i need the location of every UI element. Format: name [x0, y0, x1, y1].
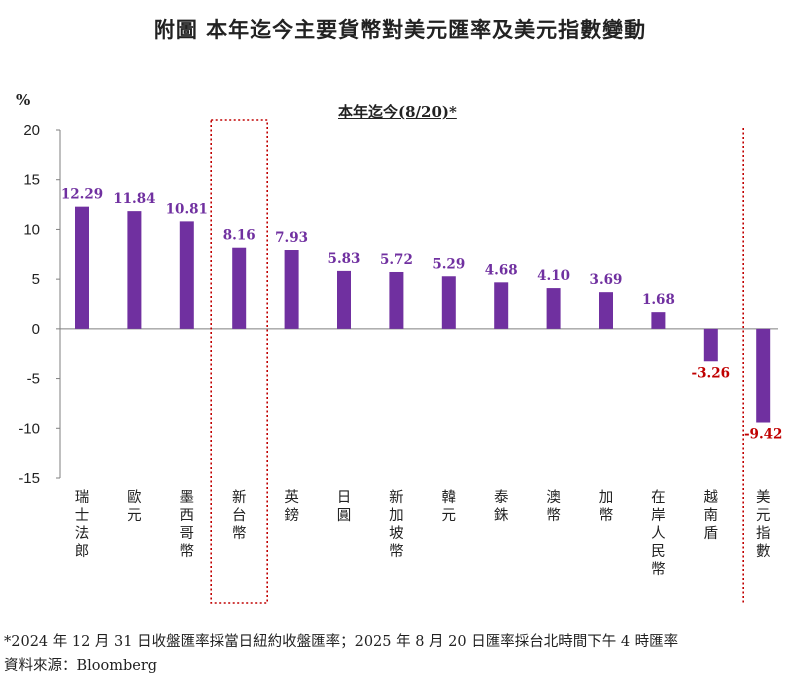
- y-tick-label: -10: [18, 420, 40, 437]
- bar-value-label: 7.93: [275, 230, 308, 246]
- y-tick-label: 15: [23, 172, 40, 189]
- bar: [284, 250, 299, 329]
- category-label: 英鎊: [284, 488, 299, 524]
- bar: [756, 328, 771, 423]
- category-label: 日圓: [337, 490, 352, 524]
- bar-value-label: -3.26: [692, 365, 730, 381]
- bar-value-label: 11.84: [113, 191, 155, 207]
- y-tick-label: -15: [18, 470, 40, 487]
- category-label: 新台幣: [232, 489, 247, 542]
- bar: [494, 282, 509, 329]
- bar-value-label: 5.29: [432, 256, 465, 272]
- category-label: 墨西哥幣: [180, 490, 195, 560]
- category-label: 韓元: [442, 489, 457, 524]
- bar-value-label: 5.72: [380, 252, 413, 268]
- bar: [337, 270, 351, 329]
- y-tick-label: 5: [32, 271, 40, 288]
- y-tick-label: 0: [32, 321, 40, 338]
- bar-value-label: 10.81: [166, 201, 208, 217]
- bar: [651, 312, 666, 329]
- bar-value-label: 1.68: [642, 292, 675, 308]
- category-label: 美元指數: [756, 489, 771, 560]
- bar-value-label: 8.16: [223, 228, 256, 244]
- chart-title: 附圖 本年迄今主要貨幣對美元匯率及美元指數變動: [153, 17, 647, 42]
- y-axis-unit: %: [16, 91, 31, 109]
- bar-value-label: 4.10: [537, 268, 570, 284]
- bar: [75, 206, 89, 329]
- chart-subtitle: 本年迄今(8/20)*: [338, 103, 457, 121]
- y-tick-label: 10: [23, 221, 40, 238]
- bar: [232, 247, 247, 329]
- category-label: 泰銖: [494, 489, 509, 524]
- bar-value-label: 3.69: [590, 272, 623, 288]
- bar-value-label: 4.68: [485, 262, 518, 278]
- bar: [441, 276, 456, 329]
- y-tick-label: -5: [27, 371, 40, 388]
- bar: [599, 292, 613, 329]
- bar-value-label: 5.83: [328, 251, 361, 267]
- category-label: 歐元: [127, 489, 142, 524]
- bar: [127, 211, 142, 329]
- category-label: 瑞士法郎: [75, 489, 90, 560]
- y-tick-label: 20: [23, 122, 40, 139]
- bar-value-label: -9.42: [744, 427, 782, 443]
- category-label: 在岸人民幣: [651, 489, 666, 578]
- bar: [703, 328, 718, 362]
- category-label: 新加坡幣: [389, 489, 404, 560]
- bar-value-label: 12.29: [61, 187, 103, 203]
- source-note: 資料來源：Bloomberg: [4, 658, 158, 674]
- category-label: 越南盾: [704, 489, 719, 542]
- bar: [389, 271, 404, 329]
- footnote: *2024 年 12 月 31 日收盤匯率採當日紐約收盤匯率；2025 年 8 …: [4, 634, 679, 650]
- bar: [179, 221, 194, 329]
- bar: [546, 288, 561, 329]
- category-label: 澳幣: [546, 489, 561, 524]
- category-label: 加幣: [599, 489, 614, 524]
- highlight-box: [210, 119, 268, 604]
